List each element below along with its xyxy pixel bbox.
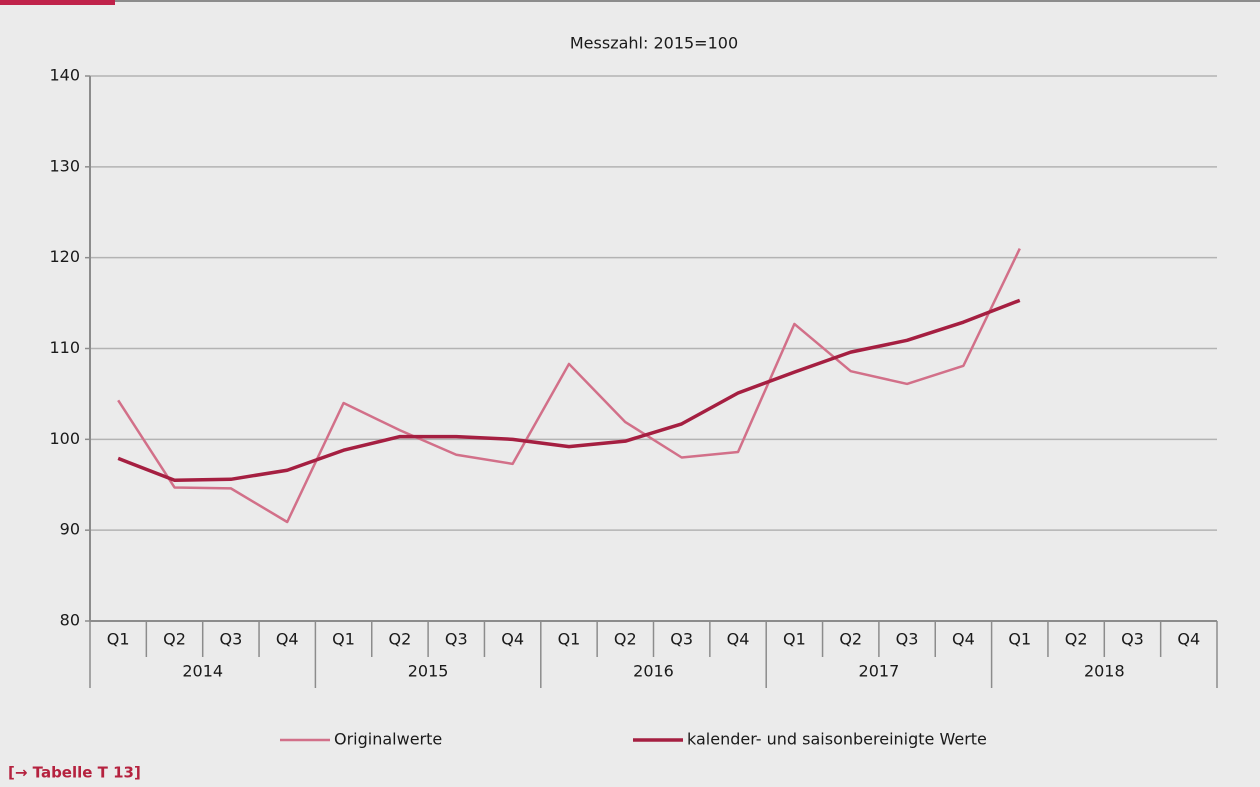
y-tick-label: 130 [49,156,80,175]
x-tick-label: Q2 [1065,630,1088,649]
x-tick-label: Q2 [163,630,186,649]
x-tick-label: Q4 [727,630,750,649]
y-tick-label: 110 [49,338,80,357]
x-tick-label: Q2 [614,630,637,649]
x-tick-label: Q1 [558,630,581,649]
x-group-label: 2018 [1084,662,1125,681]
y-tick-label: 120 [49,247,80,266]
y-tick-label: 140 [49,66,80,85]
x-group-label: 2016 [633,662,674,681]
series-line [117,298,1021,482]
x-tick-label: Q1 [332,630,355,649]
x-tick-label: Q1 [107,630,130,649]
x-group-label: 2017 [859,662,900,681]
x-group-label: 2014 [182,662,223,681]
x-tick-label: Q3 [1121,630,1144,649]
top-rule [0,0,1260,2]
legend-label: kalender- und saisonbereinigte Werte [687,730,987,749]
x-tick-label: Q3 [219,630,242,649]
y-tick-label: 90 [60,520,80,539]
x-tick-label: Q3 [896,630,919,649]
x-tick-label: Q2 [389,630,412,649]
x-tick-label: Q4 [952,630,975,649]
y-tick-label: 100 [49,429,80,448]
legend-label: Originalwerte [334,730,442,749]
chart-subtitle: Messzahl: 2015=100 [570,34,738,53]
x-tick-label: Q4 [501,630,524,649]
table-link[interactable]: [→ Tabelle T 13] [8,764,141,782]
x-tick-label: Q3 [445,630,468,649]
series-line [117,248,1021,524]
top-accent [0,0,115,5]
x-tick-label: Q3 [670,630,693,649]
x-tick-label: Q4 [276,630,299,649]
y-tick-label: 80 [60,611,80,630]
x-tick-label: Q2 [839,630,862,649]
x-tick-label: Q1 [783,630,806,649]
x-tick-label: Q1 [1008,630,1031,649]
x-tick-label: Q4 [1177,630,1200,649]
x-group-label: 2015 [408,662,449,681]
